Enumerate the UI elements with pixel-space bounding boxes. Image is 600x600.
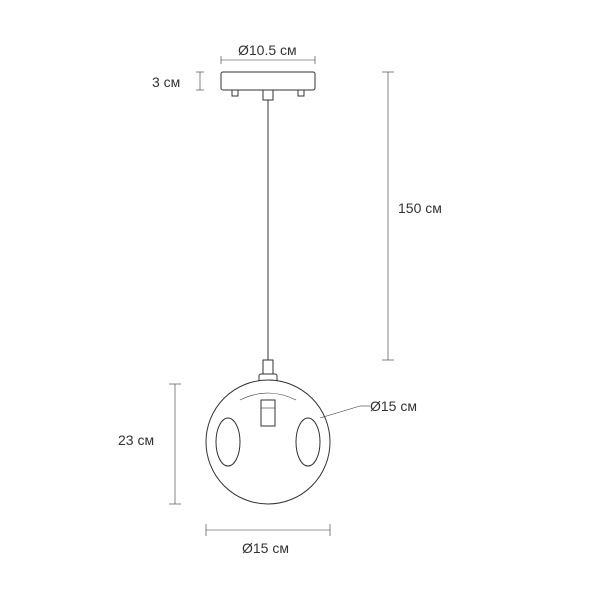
diagram-stage: Ø10.5 см 3 см 150 см 23 см Ø15 см Ø15 см	[0, 0, 600, 600]
canopy-height-dim	[196, 72, 204, 90]
canopy-diameter-dim	[221, 56, 315, 64]
shade-height-dim	[169, 384, 181, 504]
drawing-svg	[0, 0, 600, 600]
drop-length-dim	[382, 72, 394, 360]
spherical-shade	[206, 380, 330, 504]
shade-bottom-diameter-dim	[206, 524, 330, 536]
ceiling-canopy	[221, 72, 315, 100]
shade-side-diameter-leader	[320, 406, 370, 418]
